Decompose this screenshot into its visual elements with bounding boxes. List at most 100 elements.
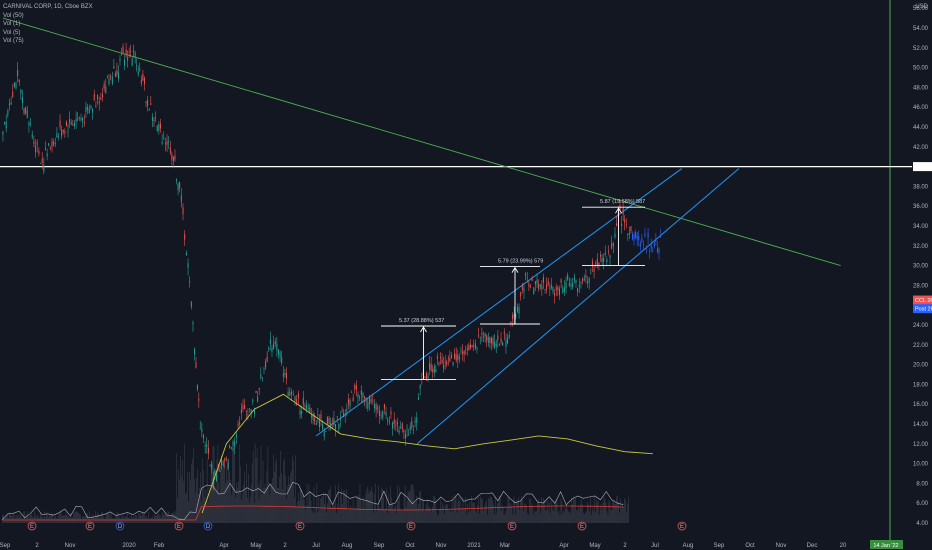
volume-bar [206,459,208,523]
legend-title[interactable]: CARNIVAL CORP, 1D, Cboe BZX [3,4,93,10]
volume-bar [155,515,157,523]
volume-bar [278,487,279,523]
volume-bar [131,514,132,523]
candle-body [585,275,587,278]
legend-indicator-vol50[interactable]: Vol (50) [3,12,24,19]
volume-bar [439,509,440,523]
volume-bar [480,496,481,523]
volume-bar [628,496,629,523]
candle-body [621,223,623,226]
volume-bar [221,460,223,523]
y-tick-label: 14.00 [913,422,929,428]
x-tick-label: 2 [283,543,287,549]
volume-bar [305,505,307,523]
volume-bar [452,511,454,523]
volume-bar [22,518,24,523]
legend-indicator-vol1[interactable]: Vol (1) [3,21,21,28]
volume-bar [571,497,572,523]
volume-bar [252,450,254,523]
volume-bar [544,510,546,523]
volume-bar [270,483,272,523]
candle-body [487,337,489,343]
candle-body [593,268,595,272]
candle-body [179,182,181,189]
volume-bar [29,515,31,523]
volume-bar [348,508,350,523]
volume-bar [523,510,524,523]
candle-body [192,322,194,325]
candle-body [660,235,662,238]
volume-bar [275,462,277,523]
volume-bar [407,490,409,523]
volume-bar [450,510,452,523]
candle-body [166,141,168,145]
candle-body [508,334,510,338]
candle-body [549,287,551,290]
volume-bar [396,484,398,523]
candle-body [521,285,523,290]
candle-body [627,233,629,236]
volume-bar [246,463,247,523]
volume-bar [62,515,64,523]
volume-bar [460,508,462,523]
volume-bar [545,509,547,523]
candle-body [534,281,536,285]
volume-bar [332,504,333,523]
candle-body [460,350,462,352]
volume-bar [347,499,349,523]
volume-bar [7,518,9,523]
volume-bar [403,493,405,523]
candle-body [652,250,654,252]
volume-bar [247,473,249,523]
volume-bar [557,512,559,523]
volume-bar [167,511,169,523]
volume-bar [481,498,482,523]
volume-bar [47,515,48,523]
volume-bar [335,485,336,523]
legend-indicator-vol75[interactable]: Vol (75) [3,38,24,45]
candle-body [587,281,589,284]
volume-bar [555,504,557,523]
candle-body [35,145,37,153]
candle-body [53,141,55,146]
candle-body [552,286,554,292]
volume-bar [178,469,179,523]
volume-bar [225,482,227,523]
candle-body [12,91,14,97]
volume-bar [385,508,386,523]
volume-bar [284,459,285,523]
volume-bar [573,496,574,523]
volume-bar [582,504,583,523]
x-tick-label: Jul [312,543,320,549]
candle-body [406,428,408,430]
volume-bar [381,487,382,523]
volume-bar [379,506,380,523]
candle-body [555,286,557,290]
candle-body [452,361,454,366]
candle-body [224,458,226,461]
volume-bar [99,515,100,523]
volume-bar [310,501,312,523]
volume-bar [227,479,228,523]
volume-bar [20,515,22,523]
volume-bar [461,510,463,523]
volume-bar [147,518,148,523]
volume-bar [394,507,395,523]
volume-bar [170,515,172,523]
volume-bar [559,514,561,523]
candle-body [360,390,362,395]
volume-bar [574,499,575,523]
volume-bar [456,512,458,523]
candle-body [171,154,173,160]
candle-body [28,122,30,126]
candle-body [105,86,107,94]
volume-bar [181,476,182,523]
candle-body [232,441,234,446]
x-tick-label: 20 [840,543,847,549]
legend-indicator-vol5[interactable]: Vol (5) [3,29,21,36]
candle-body [568,282,570,286]
candle-body [567,274,569,281]
volume-bar [377,504,378,523]
